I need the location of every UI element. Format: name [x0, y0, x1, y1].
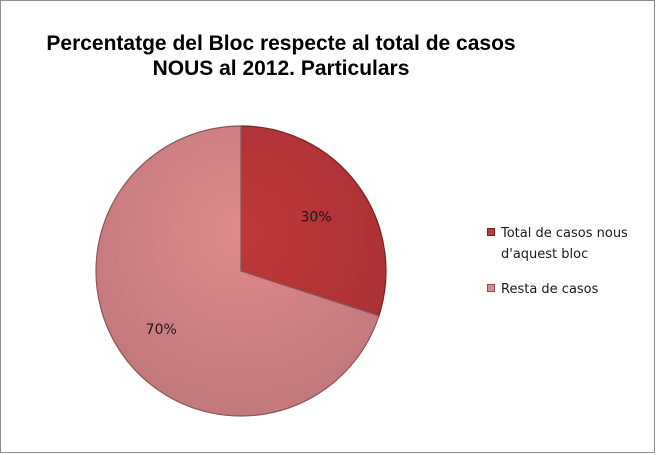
chart-title: Percentatge del Bloc respecte al total d…	[41, 31, 521, 81]
legend-swatch-rest-cases	[487, 284, 495, 292]
chart-title-line-1: Percentatge del Bloc respecte al total d…	[46, 32, 516, 55]
legend-item-new-cases: Total de casos nous d'aquest bloc	[487, 223, 656, 265]
data-label-new-cases: 30%	[301, 209, 332, 225]
legend-label-rest-cases: Resta de casos	[501, 282, 599, 297]
legend-label-new-cases-line-1: Total de casos nous	[501, 226, 628, 241]
chart-title-line-2: NOUS al 2012. Particulars	[152, 57, 410, 80]
legend-swatch-new-cases	[487, 228, 495, 236]
legend: Total de casos nous d'aquest bloc Resta …	[487, 223, 656, 300]
legend-label-new-cases-line-2: d'aquest bloc	[501, 247, 589, 262]
pie-slice-new-cases	[240, 125, 387, 317]
pie-slice-rest-cases	[95, 125, 380, 417]
data-label-rest-cases: 70%	[146, 322, 177, 338]
legend-item-rest-cases: Resta de casos	[487, 279, 656, 300]
